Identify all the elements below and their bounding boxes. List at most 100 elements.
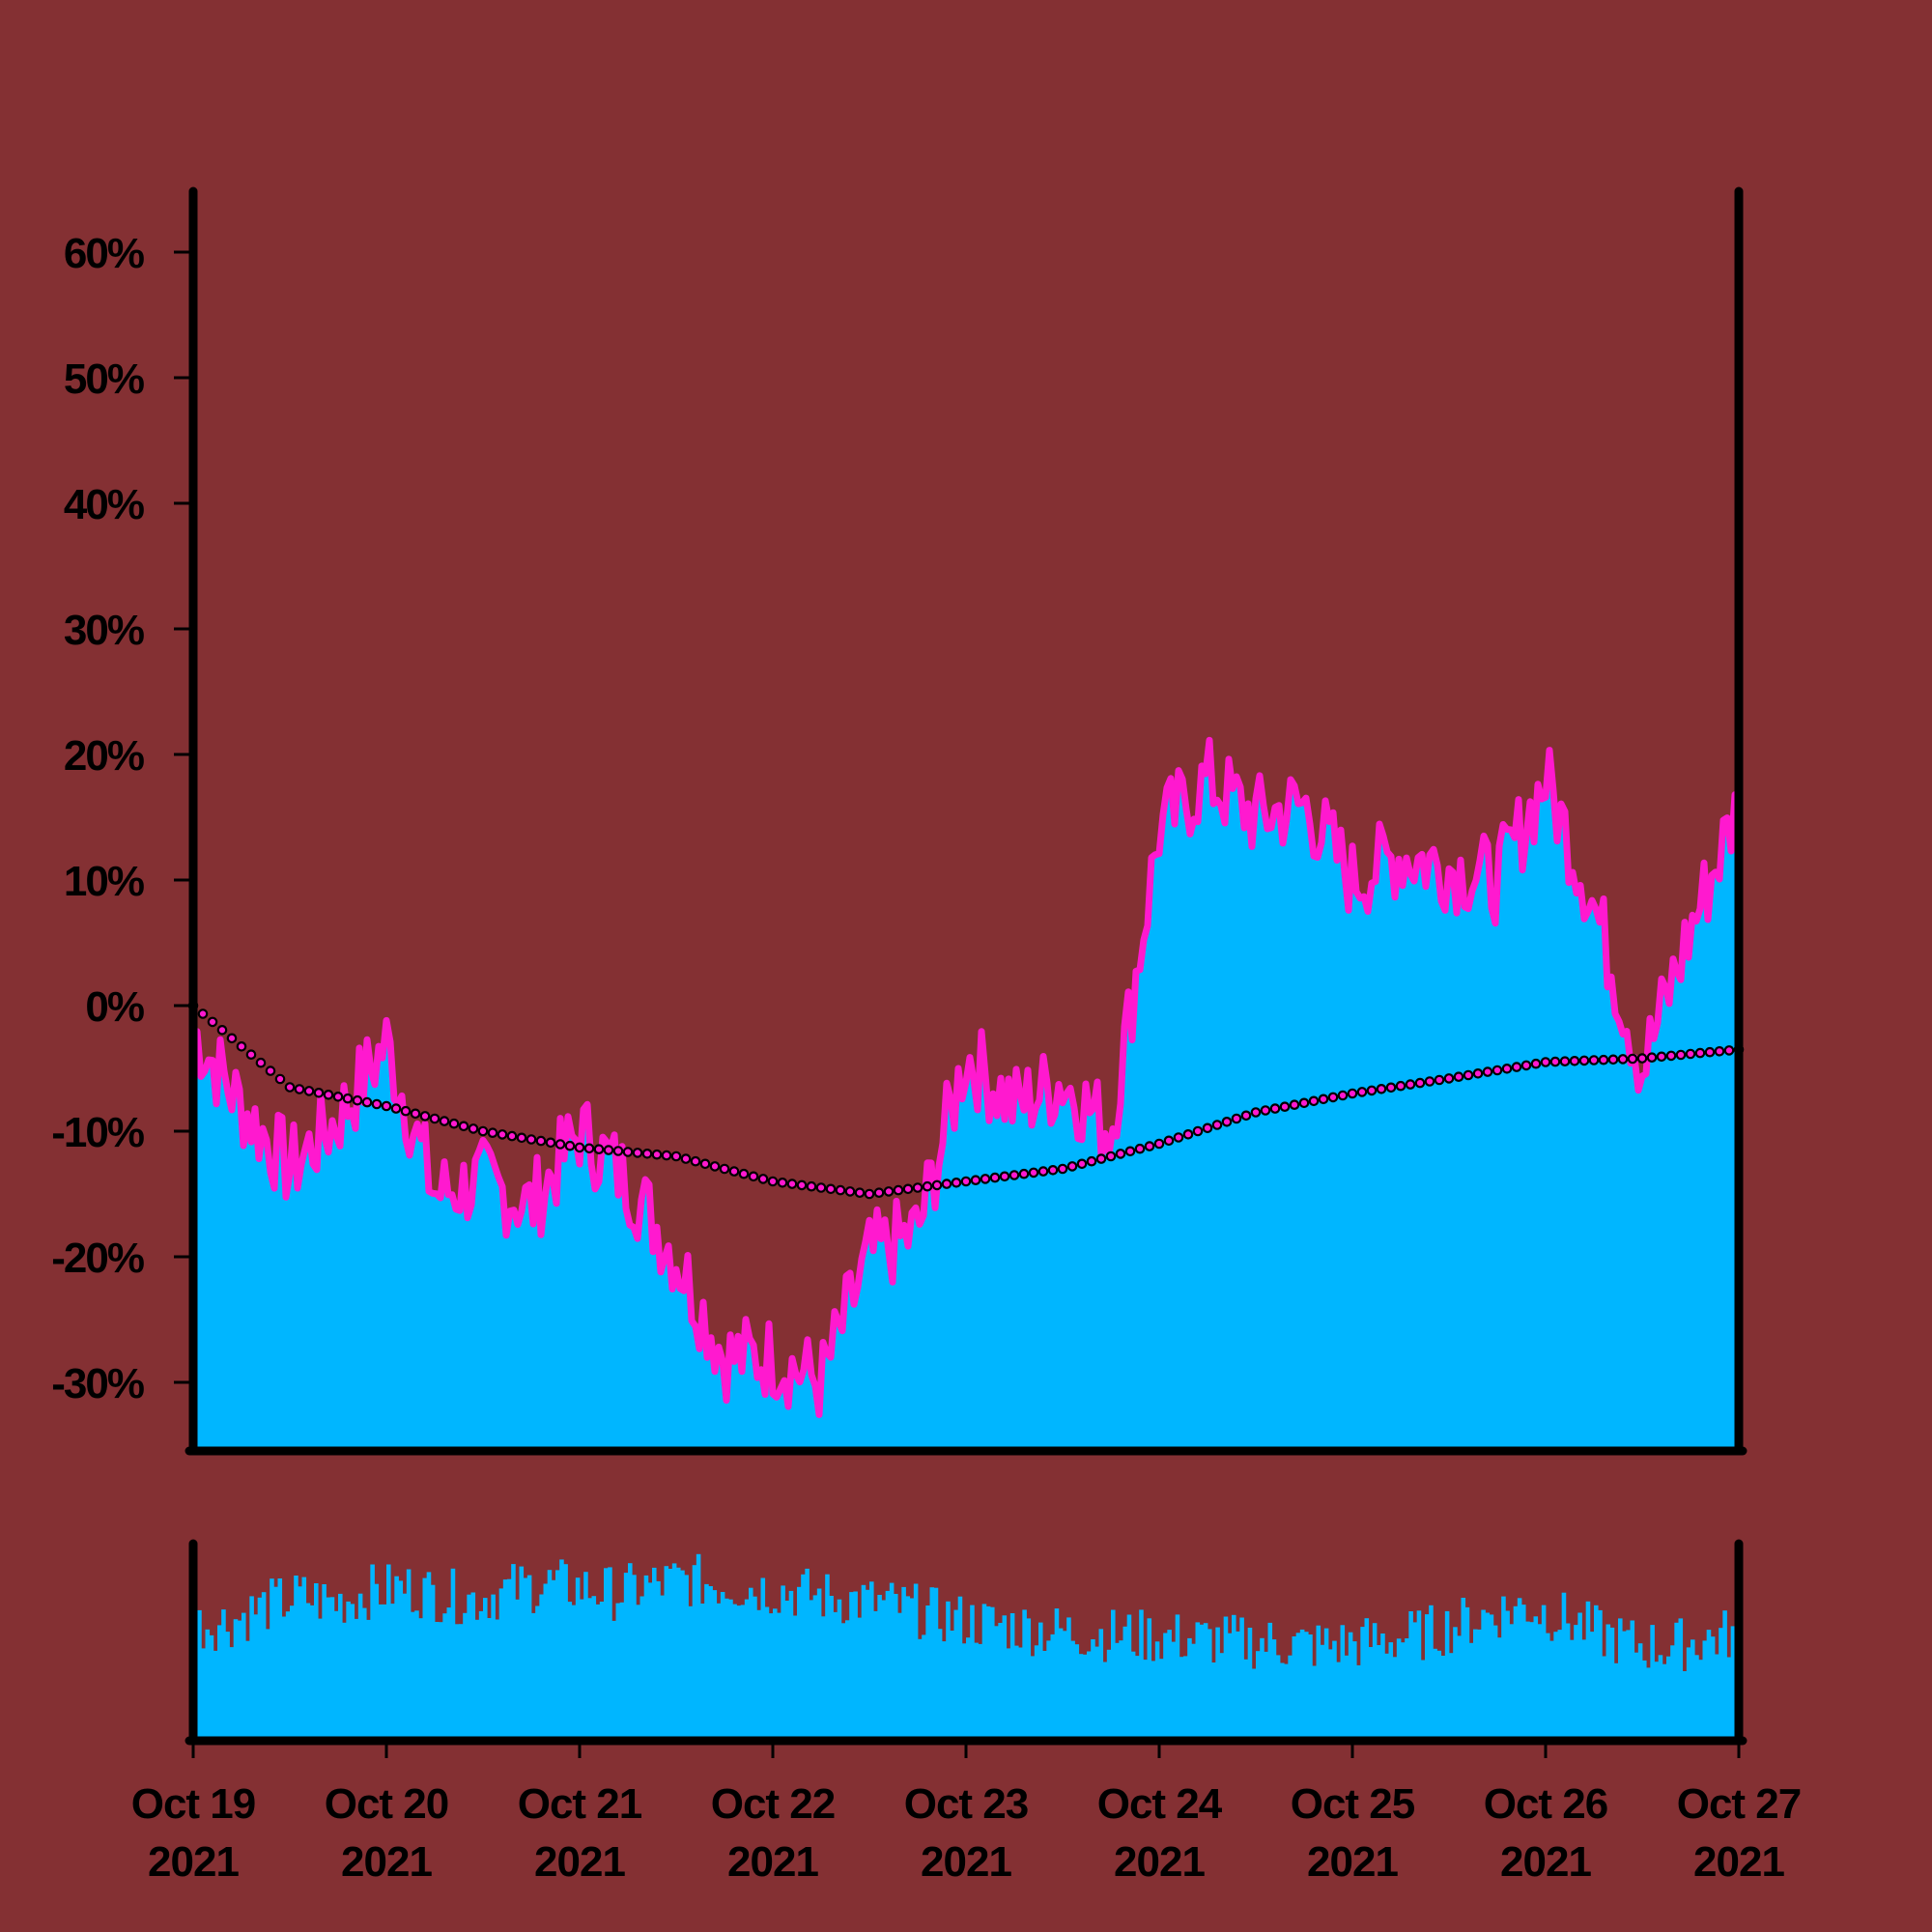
volume-bar: [1533, 1616, 1539, 1737]
average-dot: [497, 1129, 508, 1140]
volume-bar: [1719, 1628, 1723, 1737]
volume-bar: [1670, 1645, 1675, 1737]
average-dot: [1289, 1099, 1300, 1110]
volume-bar: [467, 1594, 471, 1737]
volume-bar: [487, 1618, 492, 1737]
volume-bar: [1710, 1636, 1716, 1737]
average-dot: [1617, 1054, 1629, 1065]
volume-bar: [636, 1605, 640, 1737]
volume-bar: [619, 1602, 625, 1737]
volume-bar: [1429, 1605, 1434, 1737]
volume-bar: [1464, 1606, 1470, 1737]
volume-bar: [599, 1602, 605, 1737]
average-dot: [651, 1149, 663, 1160]
average-dot: [1434, 1074, 1445, 1086]
volume-bar: [197, 1609, 202, 1737]
volume-bar: [526, 1575, 532, 1737]
volume-bar: [1457, 1635, 1462, 1737]
average-dot: [1327, 1092, 1339, 1103]
volume-bar: [1726, 1657, 1732, 1737]
volume-bar: [1091, 1639, 1095, 1737]
volume-bar: [470, 1592, 476, 1737]
volume-bar: [1722, 1610, 1727, 1737]
average-dot: [1665, 1050, 1677, 1062]
average-dot: [236, 1041, 247, 1052]
x-tick-label-year: 2021: [1114, 1838, 1205, 1886]
average-dot: [1656, 1051, 1667, 1063]
volume-bar: [1388, 1642, 1394, 1737]
y-tick-label: -30%: [51, 1360, 144, 1407]
volume-bar: [394, 1576, 399, 1737]
y-tick-label: 30%: [64, 607, 144, 654]
volume-bar: [1295, 1633, 1301, 1737]
average-dot: [419, 1111, 431, 1122]
volume-bar: [950, 1631, 954, 1737]
volume-bar: [1292, 1636, 1297, 1737]
volume-bar: [1074, 1644, 1080, 1737]
volume-bar: [1323, 1628, 1329, 1737]
volume-bar: [483, 1598, 488, 1737]
volume-bar: [329, 1597, 335, 1737]
average-dot: [738, 1168, 750, 1179]
average-dot: [699, 1158, 711, 1170]
volume-bar: [623, 1573, 629, 1737]
volume-bar: [1634, 1652, 1639, 1737]
volume-bar: [583, 1572, 588, 1737]
volume-bar: [1284, 1663, 1289, 1737]
average-dot: [786, 1179, 798, 1189]
volume-bar: [1401, 1642, 1406, 1737]
average-dot: [1173, 1132, 1184, 1143]
volume-bar: [298, 1586, 302, 1737]
average-dot: [989, 1172, 1001, 1183]
volume-bar: [966, 1637, 971, 1737]
average-dot: [777, 1178, 788, 1188]
average-dot: [284, 1082, 296, 1093]
volume-bar: [1372, 1623, 1378, 1737]
volume-bar: [326, 1597, 331, 1737]
volume-bar: [1139, 1609, 1144, 1737]
volume-bar: [1026, 1618, 1032, 1737]
volume-bar: [1440, 1656, 1446, 1737]
volume-bar: [446, 1607, 452, 1737]
average-dot: [825, 1183, 837, 1195]
volume-bar: [249, 1596, 254, 1737]
volume-bar: [1412, 1622, 1418, 1737]
volume-bar: [277, 1578, 283, 1737]
volume-bar: [1497, 1637, 1502, 1737]
average-dot: [1192, 1125, 1204, 1137]
volume-bar: [1063, 1631, 1067, 1737]
volume-bar: [266, 1629, 270, 1737]
average-dot: [1627, 1053, 1638, 1065]
volume-bar: [1111, 1609, 1116, 1737]
volume-bar: [1332, 1640, 1337, 1737]
volume-bar: [1199, 1624, 1205, 1737]
volume-bar: [571, 1605, 577, 1737]
average-dot: [883, 1186, 895, 1197]
volume-bar: [632, 1575, 637, 1737]
average-dot: [641, 1149, 653, 1159]
average-dot: [410, 1108, 421, 1120]
y-tick-label: -10%: [51, 1109, 144, 1156]
volume-bar: [922, 1634, 926, 1737]
volume-bar: [865, 1589, 870, 1737]
average-dot: [400, 1105, 412, 1117]
average-dot: [1694, 1047, 1706, 1059]
volume-bar: [1553, 1632, 1558, 1737]
volume-bar: [382, 1604, 387, 1737]
average-dot: [1405, 1079, 1416, 1090]
average-dot: [835, 1184, 846, 1196]
volume-bar: [519, 1566, 525, 1737]
average-dot: [313, 1088, 325, 1098]
average-dot: [1646, 1052, 1658, 1063]
volume-bar: [1260, 1637, 1264, 1737]
average-dot: [361, 1096, 373, 1108]
volume-bar: [1336, 1662, 1341, 1737]
volume-bar: [724, 1598, 729, 1737]
volume-bar: [402, 1593, 408, 1737]
volume-bar: [354, 1618, 359, 1737]
x-tick-label-date: Oct 26: [1484, 1780, 1608, 1828]
volume-bar: [1529, 1622, 1534, 1737]
average-dot: [1607, 1054, 1619, 1065]
volume-bar: [1715, 1654, 1719, 1737]
volume-bar: [1598, 1609, 1603, 1737]
